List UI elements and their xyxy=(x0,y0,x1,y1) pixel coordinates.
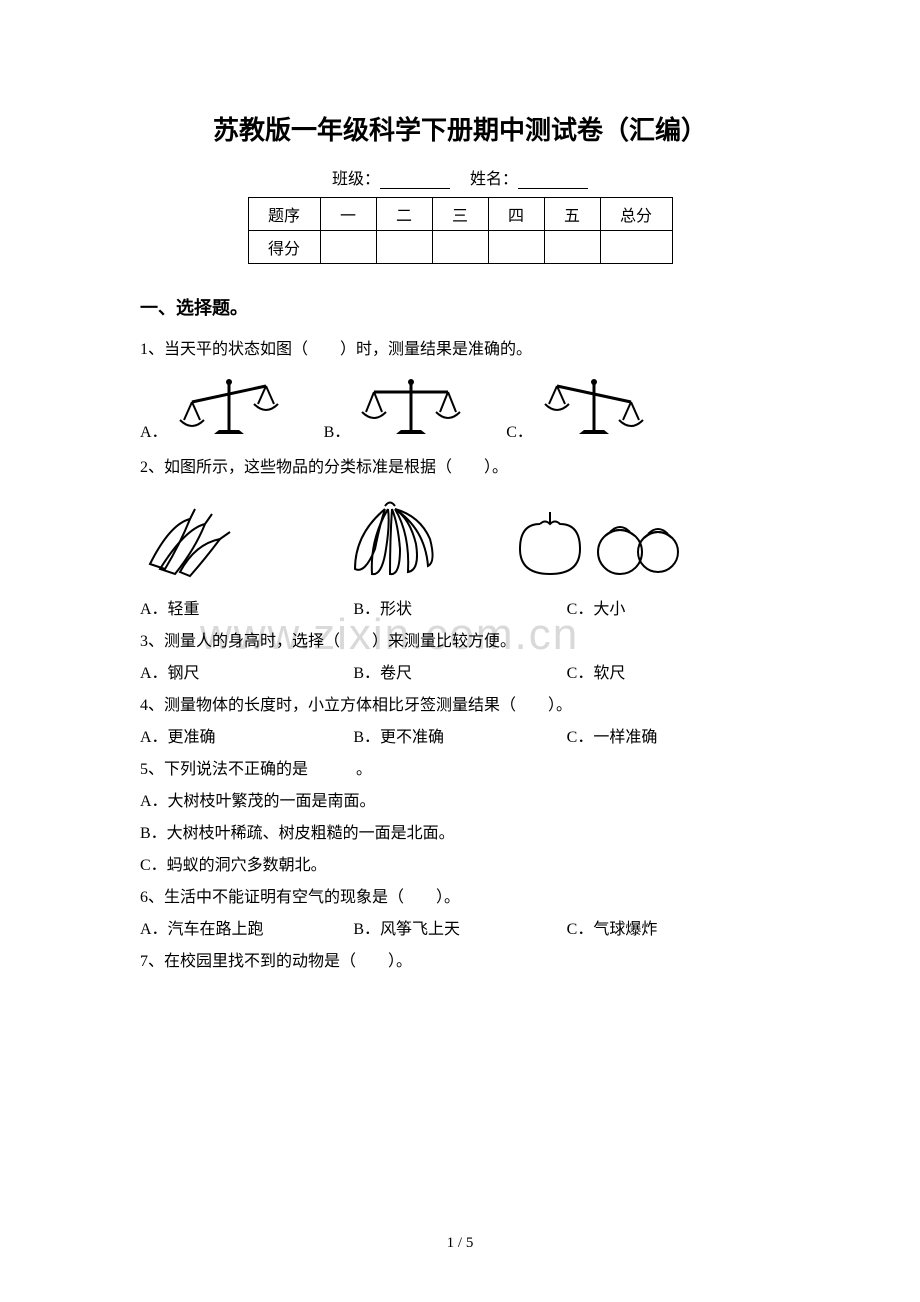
td-label: 得分 xyxy=(248,231,320,264)
q2-opt-a: A．轻重 xyxy=(140,594,353,626)
q3-opt-b: B．卷尺 xyxy=(353,658,566,690)
td-col3 xyxy=(432,231,488,264)
q2-stem: 2、如图所示，这些物品的分类标准是根据（ ）。 xyxy=(140,452,780,484)
class-label: 班级： xyxy=(332,171,380,188)
q6-options: A．汽车在路上跑 B．风筝飞上天 C．气球爆炸 xyxy=(140,914,780,946)
q1-opt-a: A． xyxy=(140,418,168,442)
q6-opt-a: A．汽车在路上跑 xyxy=(140,914,353,946)
th-total: 总分 xyxy=(600,198,672,231)
meta-line: 班级： 姓名： xyxy=(140,165,780,189)
td-col2 xyxy=(376,231,432,264)
td-col5 xyxy=(544,231,600,264)
q3-stem: 3、测量人的身高时，选择（ ）来测量比较方便。 xyxy=(140,626,780,658)
score-table: 题序 一 二 三 四 五 总分 得分 xyxy=(248,197,673,264)
th-col3: 三 xyxy=(432,198,488,231)
q5-stem: 5、下列说法不正确的是 。 xyxy=(140,754,780,786)
q3-options: A．钢尺 B．卷尺 C．软尺 xyxy=(140,658,780,690)
bananas-icon xyxy=(330,494,450,584)
q1-opt-c: C． xyxy=(506,418,533,442)
table-row: 得分 xyxy=(248,231,672,264)
q2-opt-b: B．形状 xyxy=(353,594,566,626)
q5-opt-b: B．大树枝叶稀疏、树皮粗糙的一面是北面。 xyxy=(140,818,780,850)
q2-opt-c: C．大小 xyxy=(567,594,780,626)
name-label: 姓名： xyxy=(470,171,518,188)
section-heading: 一、选择题。 xyxy=(140,294,780,320)
q2-image-row xyxy=(140,494,780,584)
q5-opt-c: C．蚂蚁的洞穴多数朝北。 xyxy=(140,850,780,882)
q1-opt-b: B． xyxy=(324,418,351,442)
th-col1: 一 xyxy=(320,198,376,231)
q6-stem: 6、生活中不能证明有空气的现象是（ ）。 xyxy=(140,882,780,914)
name-blank xyxy=(518,173,588,189)
q6-opt-b: B．风筝飞上天 xyxy=(353,914,566,946)
balance-left-tilt-icon xyxy=(174,372,284,442)
q4-opt-a: A．更准确 xyxy=(140,722,353,754)
page-title: 苏教版一年级科学下册期中测试卷（汇编） xyxy=(140,110,780,147)
q4-opt-b: B．更不准确 xyxy=(353,722,566,754)
th-col4: 四 xyxy=(488,198,544,231)
balance-right-tilt-icon xyxy=(539,372,649,442)
th-col2: 二 xyxy=(376,198,432,231)
th-col5: 五 xyxy=(544,198,600,231)
class-blank xyxy=(380,173,450,189)
table-row: 题序 一 二 三 四 五 总分 xyxy=(248,198,672,231)
td-col1 xyxy=(320,231,376,264)
q2-options: A．轻重 B．形状 C．大小 xyxy=(140,594,780,626)
q4-opt-c: C．一样准确 xyxy=(567,722,780,754)
th-label: 题序 xyxy=(248,198,320,231)
q6-opt-c: C．气球爆炸 xyxy=(567,914,780,946)
q4-options: A．更准确 B．更不准确 C．一样准确 xyxy=(140,722,780,754)
q1-image-row: A． B． xyxy=(140,372,780,442)
q4-stem: 4、测量物体的长度时，小立方体相比牙签测量结果（ ）。 xyxy=(140,690,780,722)
q1-stem: 1、当天平的状态如图（ ）时，测量结果是准确的。 xyxy=(140,334,780,366)
td-col4 xyxy=(488,231,544,264)
q7-stem: 7、在校园里找不到的动物是（ ）。 xyxy=(140,946,780,978)
vegetables-icon xyxy=(140,494,270,584)
page-footer: 1 / 5 xyxy=(0,1235,920,1252)
q3-opt-a: A．钢尺 xyxy=(140,658,353,690)
q3-opt-c: C．软尺 xyxy=(567,658,780,690)
fruits-icon xyxy=(510,494,680,584)
balance-level-icon xyxy=(356,372,466,442)
q5-opt-a: A．大树枝叶繁茂的一面是南面。 xyxy=(140,786,780,818)
td-total xyxy=(600,231,672,264)
